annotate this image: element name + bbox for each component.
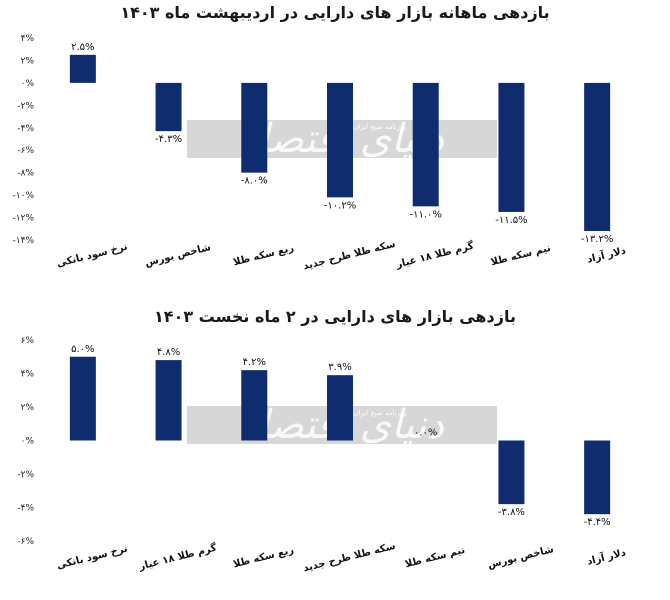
y-tick-label: ۰% <box>21 79 35 89</box>
category-label: گرم طلا ۱۸ عیار <box>137 541 218 573</box>
y-axis: ۴% ۲% ۰% -۲% -۴% -۶% -۸% -۱۰% -۱۲% -۱۴% <box>13 34 35 246</box>
y-tick-label: -۸% <box>17 169 34 179</box>
data-label: -۱۱.۰% <box>410 209 442 220</box>
chart-title: بازدهی بازار های دارایی در ۲ ماه نخست ۱۴… <box>154 307 516 326</box>
y-tick-label: -۱۴% <box>13 236 35 246</box>
category-label: سکه طلا طرح جدید <box>302 239 397 273</box>
y-tick-label: -۶% <box>17 537 34 547</box>
y-tick-label: -۶% <box>17 146 34 156</box>
y-tick-label: ۲% <box>21 403 35 413</box>
data-label: ۴.۲% <box>243 357 266 368</box>
data-label: ۰.۰% <box>414 428 437 439</box>
data-label: ۴.۸% <box>157 347 180 358</box>
y-tick-label: -۴% <box>17 124 34 134</box>
y-tick-label: ۶% <box>21 336 35 346</box>
data-label: ۲.۵% <box>71 42 94 53</box>
bar <box>498 440 525 505</box>
bars <box>69 356 611 515</box>
y-tick-label: -۲% <box>17 101 34 111</box>
category-label: دلار آزاد <box>586 244 628 266</box>
bar <box>155 360 182 441</box>
category-label: ربع سکه طلا <box>232 243 295 269</box>
y-tick-label: ۲% <box>21 56 35 66</box>
bar <box>69 54 96 83</box>
y-tick-label: -۲% <box>17 470 34 480</box>
y-axis: ۶% ۴% ۲% ۰% -۲% -۴% -۶% <box>17 336 34 547</box>
data-label: ۳.۹% <box>328 362 351 373</box>
bar <box>241 82 268 173</box>
data-label: -۳.۸% <box>498 507 525 518</box>
category-labels: نرخ سود بانکی شاخص بورس ربع سکه طلا سکه طلا… <box>56 239 627 273</box>
bar <box>498 82 525 212</box>
y-tick-label: -۱۲% <box>13 214 35 224</box>
watermark-tagline: روزنامه صبح ایران <box>353 409 407 417</box>
category-label: سکه طلا طرح جدید <box>302 541 397 575</box>
bar <box>241 370 268 441</box>
data-label: -۱۰.۲% <box>324 200 356 211</box>
bar <box>69 356 96 441</box>
bar <box>327 82 353 198</box>
category-label: نرخ سود بانکی <box>56 241 129 269</box>
watermark-tagline: روزنامه صبح ایران <box>353 123 407 131</box>
y-tick-label: ۴% <box>21 34 35 44</box>
bars <box>69 54 611 232</box>
data-label: -۸.۰% <box>241 176 268 187</box>
y-tick-label: -۱۰% <box>13 191 35 201</box>
category-labels: نرخ سود بانکی گرم طلا ۱۸ عیار ربع سکه طلا س… <box>56 541 627 575</box>
data-label: -۱۱.۵% <box>495 215 527 226</box>
category-label: نیم سکه طلا <box>490 243 552 269</box>
data-label: -۴.۳% <box>155 134 182 145</box>
chart-title: بازدهی ماهانه بازار های دارایی در اردیبه… <box>120 3 549 22</box>
y-tick-label: ۰% <box>21 437 35 447</box>
category-label: نرخ سود بانکی <box>56 543 129 571</box>
category-label: ربع سکه طلا <box>232 545 295 571</box>
category-label: شاخص بورس <box>144 242 212 269</box>
data-label: ۵.۰% <box>71 344 94 355</box>
y-tick-label: ۴% <box>21 370 35 380</box>
bar <box>584 82 611 232</box>
bar <box>155 82 182 132</box>
bar <box>584 440 611 515</box>
two-month-return-chart: بازدهی بازار های دارایی در ۲ ماه نخست ۱۴… <box>17 307 627 574</box>
category-label: دلار آزاد <box>586 546 628 568</box>
category-label: نیم سکه طلا <box>404 545 466 571</box>
category-label: شاخص بورس <box>487 544 555 571</box>
data-labels: ۵.۰% ۴.۸% ۴.۲% ۳.۹% ۰.۰% -۳.۸% -۴.۴% <box>71 344 611 528</box>
y-tick-label: -۴% <box>17 504 34 514</box>
category-label: گرم طلا ۱۸ عیار <box>394 239 475 271</box>
bar <box>412 82 439 207</box>
data-labels: ۲.۵% -۴.۳% -۸.۰% -۱۰.۲% -۱۱.۰% -۱۱.۵% -۱۳.۲% <box>71 42 613 245</box>
monthly-return-chart: بازدهی ماهانه بازار های دارایی در اردیبه… <box>13 3 628 272</box>
data-label: -۴.۴% <box>584 517 611 528</box>
data-label: -۱۳.۲% <box>581 234 613 245</box>
bar <box>327 375 353 441</box>
